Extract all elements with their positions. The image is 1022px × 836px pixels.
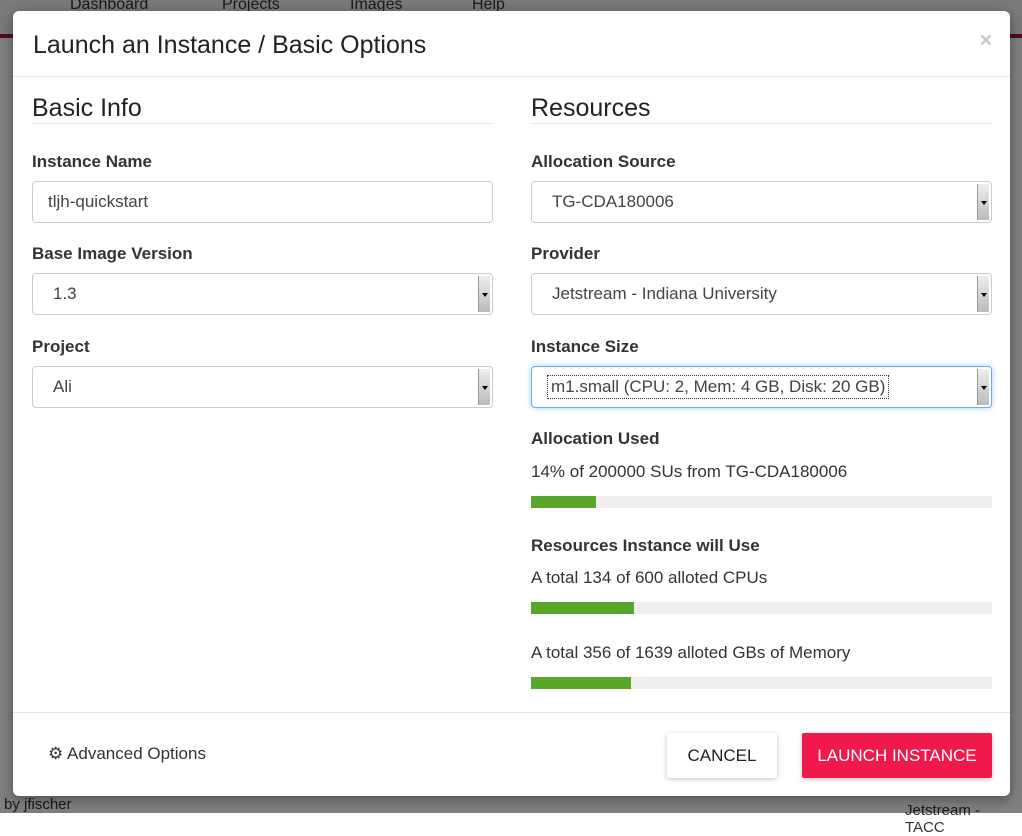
allocation-used-text: 14% of 200000 SUs from TG-CDA180006 [531, 462, 848, 481]
allocation-used-label: Allocation Used [531, 429, 660, 448]
cpu-usage-fill [531, 602, 634, 614]
advanced-options-label: Advanced Options [67, 744, 206, 763]
instance-size-label: Instance Size [531, 337, 639, 356]
gear-icon: ⚙ [48, 744, 64, 763]
memory-usage-fill [531, 677, 632, 689]
cpu-usage-text: A total 134 of 600 alloted CPUs [531, 568, 768, 587]
project-label: Project [32, 337, 90, 356]
allocation-source-value: TG-CDA180006 [552, 192, 674, 211]
dropdown-arrow-icon [478, 276, 490, 312]
base-image-label: Base Image Version [32, 244, 193, 263]
provider-select[interactable]: Jetstream - Indiana University [531, 273, 992, 315]
project-select[interactable]: Ali [32, 366, 493, 408]
dropdown-arrow-icon [977, 369, 989, 405]
allocation-source-label: Allocation Source [531, 152, 676, 171]
modal-header: Launch an Instance / Basic Options × [13, 11, 1010, 77]
cpu-usage-bar [531, 602, 992, 614]
resources-heading: Resources [531, 94, 992, 124]
allocation-source-select[interactable]: TG-CDA180006 [531, 181, 992, 223]
dropdown-arrow-icon [977, 276, 989, 312]
instance-size-select[interactable]: m1.small (CPU: 2, Mem: 4 GB, Disk: 20 GB… [531, 366, 992, 408]
memory-usage-text: A total 356 of 1639 alloted GBs of Memor… [531, 643, 851, 662]
instance-name-label: Instance Name [32, 152, 152, 171]
instance-name-input[interactable]: tljh-quickstart [32, 181, 493, 223]
provider-label: Provider [531, 244, 600, 263]
allocation-used-fill [531, 496, 596, 508]
modal-title: Launch an Instance / Basic Options [33, 31, 427, 59]
dropdown-arrow-icon [977, 184, 989, 220]
provider-value: Jetstream - Indiana University [552, 284, 777, 303]
advanced-options-link[interactable]: ⚙ Advanced Options [48, 744, 206, 764]
memory-usage-bar [531, 677, 992, 689]
launch-instance-modal: Launch an Instance / Basic Options × Bas… [13, 11, 1010, 796]
resources-section: Resources [531, 94, 992, 124]
launch-instance-button[interactable]: LAUNCH INSTANCE [802, 733, 992, 778]
modal-footer: ⚙ Advanced Options CANCEL LAUNCH INSTANC… [13, 712, 1010, 796]
cancel-button[interactable]: CANCEL [667, 733, 777, 778]
base-image-select[interactable]: 1.3 [32, 273, 493, 315]
allocation-used-bar [531, 496, 992, 508]
basic-info-heading: Basic Info [32, 94, 493, 124]
basic-info-section: Basic Info [32, 94, 493, 124]
dropdown-arrow-icon [478, 369, 490, 405]
project-value: Ali [53, 377, 72, 396]
close-icon[interactable]: × [979, 29, 992, 52]
base-image-value: 1.3 [53, 284, 77, 303]
instance-size-value: m1.small (CPU: 2, Mem: 4 GB, Disk: 20 GB… [547, 375, 890, 399]
resources-will-use-label: Resources Instance will Use [531, 536, 760, 555]
